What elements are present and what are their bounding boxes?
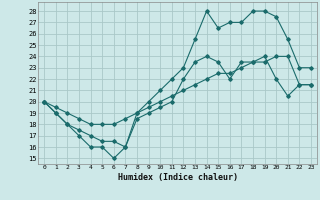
X-axis label: Humidex (Indice chaleur): Humidex (Indice chaleur) bbox=[118, 173, 238, 182]
